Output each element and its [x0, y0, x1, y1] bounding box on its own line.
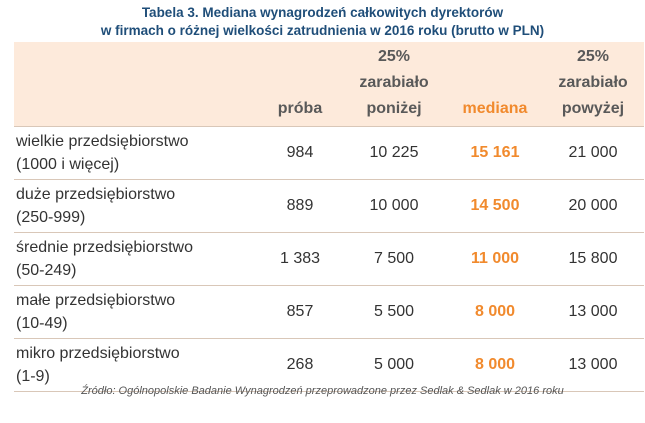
table-row: małe przedsiębiorstwo (10-49) 857 5 500 …	[14, 285, 644, 339]
header-p25-line3: poniżej	[366, 100, 422, 117]
header-proba-label: próba	[277, 100, 323, 117]
header-proba: próba	[260, 42, 340, 127]
header-p25: 25% zarabiało poniżej	[340, 42, 448, 127]
header-p25-line1: 25%	[377, 48, 411, 65]
cell-p75: 15 800	[542, 232, 644, 286]
cell-p25: 5 000	[340, 338, 448, 392]
company-size-range: (1000 i więcej)	[16, 156, 120, 173]
row-label: duże przedsiębiorstwo (250-999)	[14, 179, 260, 233]
table-row: duże przedsiębiorstwo (250-999) 889 10 0…	[14, 179, 644, 233]
header-p75: 25% zarabiało powyżej	[542, 42, 644, 127]
row-label: wielkie przedsiębiorstwo (1000 i więcej)	[14, 126, 260, 180]
company-size-range: (10-49)	[16, 315, 68, 332]
cell-p25: 5 500	[340, 285, 448, 339]
cell-mediana: 8 000	[448, 285, 542, 339]
company-size-range: (1-9)	[16, 368, 50, 385]
cell-mediana: 11 000	[448, 232, 542, 286]
table-title-line2: w firmach o różnej wielkości zatrudnieni…	[100, 23, 545, 38]
source-note: Źródło: Ogólnopolskie Badanie Wynagrodze…	[81, 385, 564, 397]
cell-p25: 7 500	[340, 232, 448, 286]
company-size-range: (250-999)	[16, 209, 86, 226]
company-size-name: małe przedsiębiorstwo	[16, 292, 176, 309]
company-size-name: mikro przedsiębiorstwo	[16, 345, 180, 362]
row-label: mikro przedsiębiorstwo (1-9)	[14, 338, 260, 392]
header-row: próba 25% zarabiało poniżej mediana 25% …	[14, 42, 644, 127]
row-label: małe przedsiębiorstwo (10-49)	[14, 285, 260, 339]
cell-proba: 857	[260, 285, 340, 339]
company-size-name: duże przedsiębiorstwo	[16, 186, 176, 203]
header-mediana-label: mediana	[462, 100, 528, 117]
company-size-name: wielkie przedsiębiorstwo	[16, 133, 189, 150]
cell-p25: 10 225	[340, 126, 448, 180]
cell-mediana: 14 500	[448, 179, 542, 233]
cell-proba: 268	[260, 338, 340, 392]
company-size-range: (50-249)	[16, 262, 77, 279]
header-mediana: mediana	[448, 42, 542, 127]
cell-mediana: 8 000	[448, 338, 542, 392]
header-p75-line3: powyżej	[561, 100, 625, 117]
company-size-name: średnie przedsiębiorstwo	[16, 239, 193, 256]
cell-p75: 13 000	[542, 338, 644, 392]
cell-proba: 889	[260, 179, 340, 233]
row-label: średnie przedsiębiorstwo (50-249)	[14, 232, 260, 286]
table-title: Tabela 3. Mediana wynagrodzeń całkowityc…	[0, 4, 645, 40]
salary-table: próba 25% zarabiało poniżej mediana 25% …	[14, 42, 644, 392]
cell-mediana: 15 161	[448, 126, 542, 180]
cell-p75: 13 000	[542, 285, 644, 339]
table-row: średnie przedsiębiorstwo (50-249) 1 383 …	[14, 232, 644, 286]
header-empty	[14, 42, 260, 127]
cell-proba: 1 383	[260, 232, 340, 286]
header-p75-line2: zarabiało	[558, 74, 628, 91]
cell-p75: 20 000	[542, 179, 644, 233]
table-row: wielkie przedsiębiorstwo (1000 i więcej)…	[14, 126, 644, 180]
cell-proba: 984	[260, 126, 340, 180]
table-row: mikro przedsiębiorstwo (1-9) 268 5 000 8…	[14, 338, 644, 392]
header-p25-line2: zarabiało	[359, 74, 429, 91]
cell-p25: 10 000	[340, 179, 448, 233]
header-p75-line1: 25%	[576, 48, 610, 65]
table-title-line1: Tabela 3. Mediana wynagrodzeń całkowityc…	[141, 5, 504, 20]
cell-p75: 21 000	[542, 126, 644, 180]
